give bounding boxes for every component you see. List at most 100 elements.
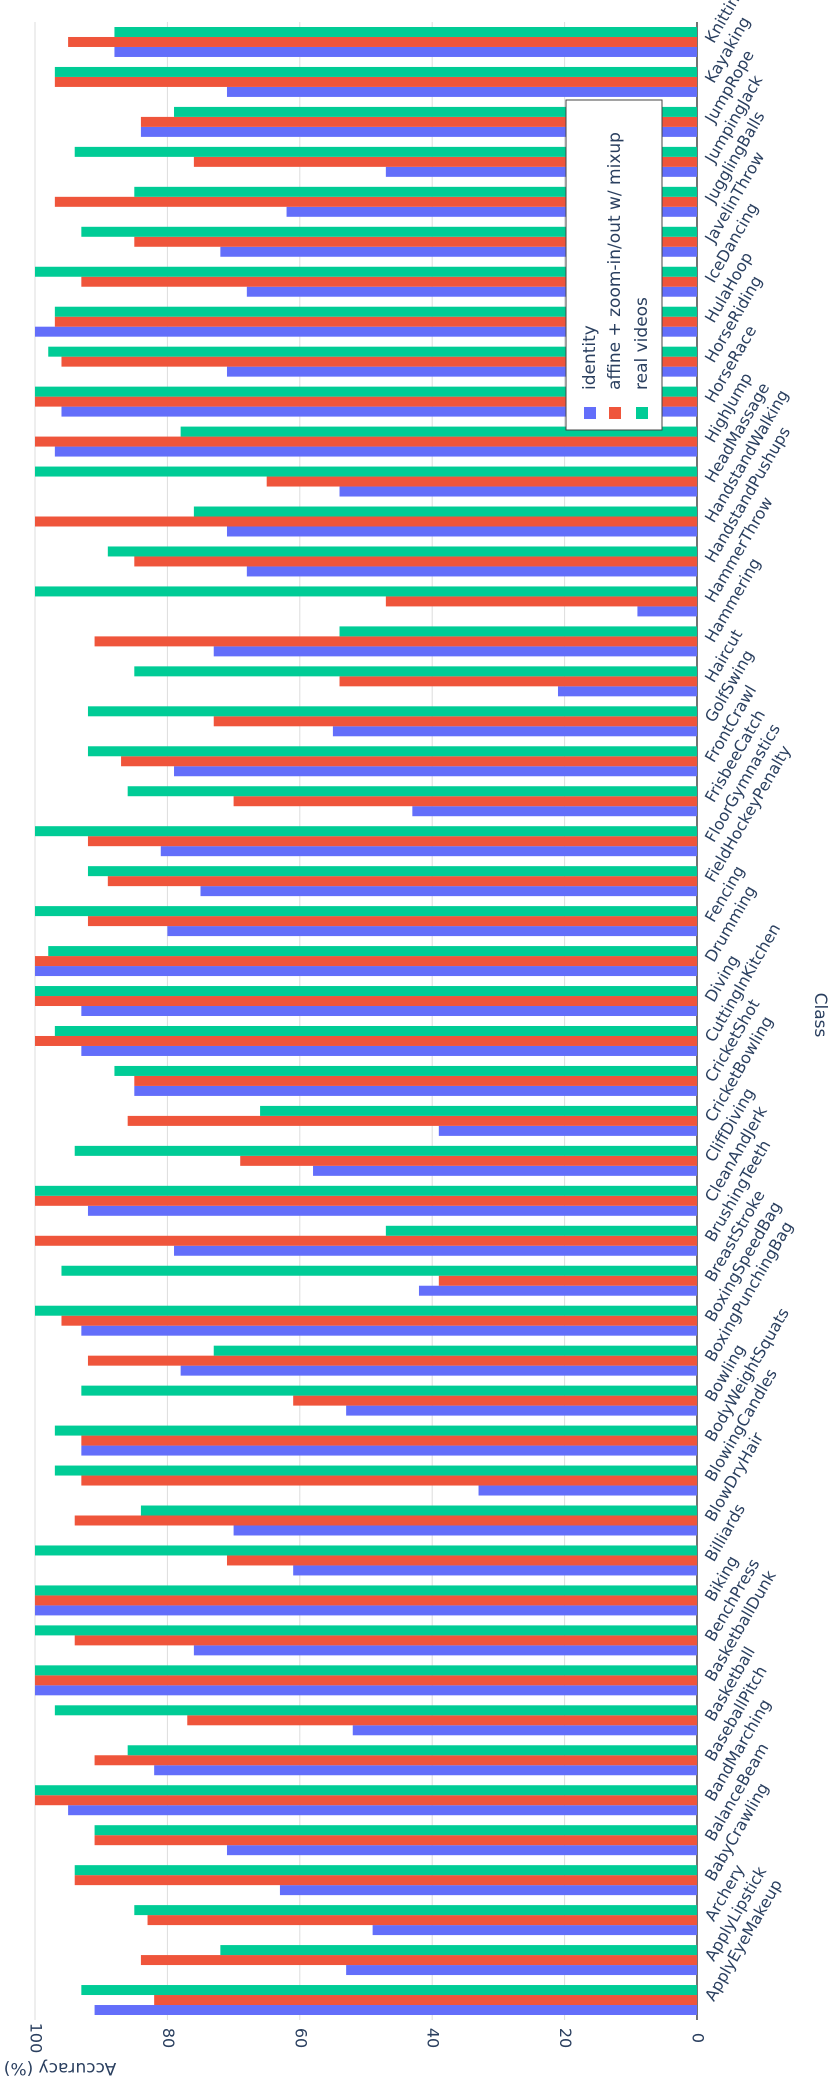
- bar-fencing-3: [35, 906, 697, 917]
- bar-cliffdiving-2: [240, 1155, 697, 1166]
- bar-hammerthrow-3: [35, 586, 697, 597]
- bar-jumprope-2: [140, 116, 698, 127]
- bar-kayaking-1: [226, 86, 698, 97]
- bar-blowingcandles-3: [54, 1465, 698, 1476]
- bar-diving-1: [81, 1006, 698, 1017]
- bar-haircut-2: [339, 676, 697, 687]
- bar-fieldhockeypenalty-1: [200, 886, 697, 897]
- bar-billiards-2: [226, 1555, 698, 1566]
- bar-applylipstick-3: [220, 1945, 698, 1956]
- bar-breaststroke-3: [61, 1265, 698, 1276]
- bar-blowdryhair-3: [140, 1505, 698, 1516]
- bar-handstandpushups-2: [134, 556, 698, 567]
- bar-hammering-3: [339, 626, 697, 637]
- bar-horseriding-2: [61, 356, 698, 367]
- bar-handstandpushups-1: [246, 566, 697, 577]
- bar-hammering-2: [94, 636, 697, 647]
- bar-jumprope-3: [174, 106, 697, 117]
- bar-blowdryhair-1: [233, 1525, 697, 1536]
- bar-billiards-1: [293, 1565, 697, 1576]
- bar-breaststroke-2: [438, 1275, 697, 1286]
- bar-applyeyemakeup-2: [154, 1995, 697, 2006]
- bar-cricketbowling-2: [127, 1115, 698, 1126]
- bar-billiards-3: [35, 1545, 697, 1556]
- bar-javelinthrow-3: [81, 226, 698, 237]
- bar-archery-3: [134, 1905, 698, 1916]
- bar-hammerthrow-1: [637, 606, 697, 617]
- bar-applylipstick-1: [346, 1965, 697, 1976]
- bar-haircut-1: [557, 686, 697, 697]
- bar-boxingspeedbag-3: [35, 1305, 697, 1316]
- bar-golfswing-1: [332, 726, 697, 737]
- bar-breaststroke-1: [418, 1285, 697, 1296]
- bar-jugglingballs-2: [54, 196, 698, 207]
- bar-fencing-1: [167, 926, 697, 937]
- bar-babycrawling-1: [279, 1885, 697, 1896]
- value-tick-label: 20: [556, 2028, 575, 2048]
- bar-javelinthrow-2: [134, 236, 698, 247]
- bar-cliffdiving-3: [74, 1145, 698, 1156]
- category-axis-title: Class: [810, 993, 830, 1038]
- bar-applyeyemakeup-3: [81, 1985, 698, 1996]
- bar-knitting-1: [114, 46, 697, 57]
- bar-frontcrawl-1: [174, 766, 697, 777]
- bar-icedancing-1: [246, 286, 697, 297]
- bar-highjump-1: [54, 446, 698, 457]
- legend-label: identity: [580, 325, 600, 390]
- bar-golfswing-2: [213, 716, 698, 727]
- bar-bodyweightsquats-2: [81, 1435, 698, 1446]
- bar-headmassage-1: [339, 486, 697, 497]
- bar-handstandwalking-3: [193, 506, 697, 517]
- bar-horserace-2: [35, 396, 697, 407]
- bar-blowingcandles-2: [81, 1475, 698, 1486]
- bar-basketball-3: [54, 1705, 698, 1716]
- bar-horserace-1: [61, 406, 698, 417]
- legend-swatch: [584, 407, 596, 419]
- bar-cricketshot-3: [114, 1065, 697, 1076]
- bar-babycrawling-2: [74, 1875, 698, 1886]
- legend-swatch: [609, 407, 621, 419]
- bar-brushingteeth-1: [174, 1245, 697, 1256]
- bar-boxingpunchingbag-3: [213, 1345, 698, 1356]
- bar-cuttinginkitchen-3: [54, 1025, 698, 1036]
- legend-box: [565, 99, 663, 431]
- bar-bowling-1: [346, 1405, 697, 1416]
- bar-brushingteeth-3: [385, 1225, 697, 1236]
- bar-benchpress-2: [74, 1635, 698, 1646]
- bar-diving-2: [35, 996, 697, 1007]
- bar-boxingpunchingbag-1: [180, 1365, 697, 1376]
- bar-biking-2: [35, 1595, 697, 1606]
- bar-jugglingballs-3: [134, 186, 698, 197]
- bar-javelinthrow-1: [220, 246, 698, 257]
- bar-hulahoop-2: [54, 316, 698, 327]
- bar-cleanandjerk-3: [35, 1185, 697, 1196]
- legend-label: real videos: [632, 297, 652, 390]
- bar-jumprope-1: [140, 126, 698, 137]
- bar-icedancing-2: [81, 276, 698, 287]
- bar-applyeyemakeup-1: [94, 2005, 697, 2016]
- bar-fencing-2: [87, 916, 697, 927]
- bar-knitting-2: [68, 36, 698, 47]
- bar-boxingspeedbag-2: [61, 1315, 698, 1326]
- bar-basketball-1: [352, 1725, 697, 1736]
- bar-headmassage-2: [266, 476, 697, 487]
- legend-label: affine + zoom-in/out w/ mixup: [605, 132, 625, 390]
- bar-archery-2: [147, 1915, 698, 1926]
- bar-biking-3: [35, 1585, 697, 1596]
- bar-biking-1: [35, 1605, 697, 1616]
- bar-bandmarching-3: [35, 1785, 697, 1796]
- bar-drumming-1: [35, 966, 697, 977]
- bar-boxingpunchingbag-2: [87, 1355, 697, 1366]
- bar-bandmarching-2: [35, 1795, 697, 1806]
- bar-baseballpitch-3: [127, 1745, 698, 1756]
- bar-brushingteeth-2: [35, 1235, 697, 1246]
- bar-frisbeecatch-2: [233, 796, 697, 807]
- bar-archery-1: [372, 1925, 697, 1936]
- bar-drumming-3: [48, 946, 698, 957]
- bar-horseriding-3: [48, 346, 698, 357]
- value-tick-label: 40: [424, 2028, 443, 2048]
- bar-kayaking-2: [54, 76, 698, 87]
- bar-fieldhockeypenalty-2: [107, 876, 697, 887]
- bar-jugglingballs-1: [286, 206, 697, 217]
- bar-handstandwalking-1: [226, 526, 698, 537]
